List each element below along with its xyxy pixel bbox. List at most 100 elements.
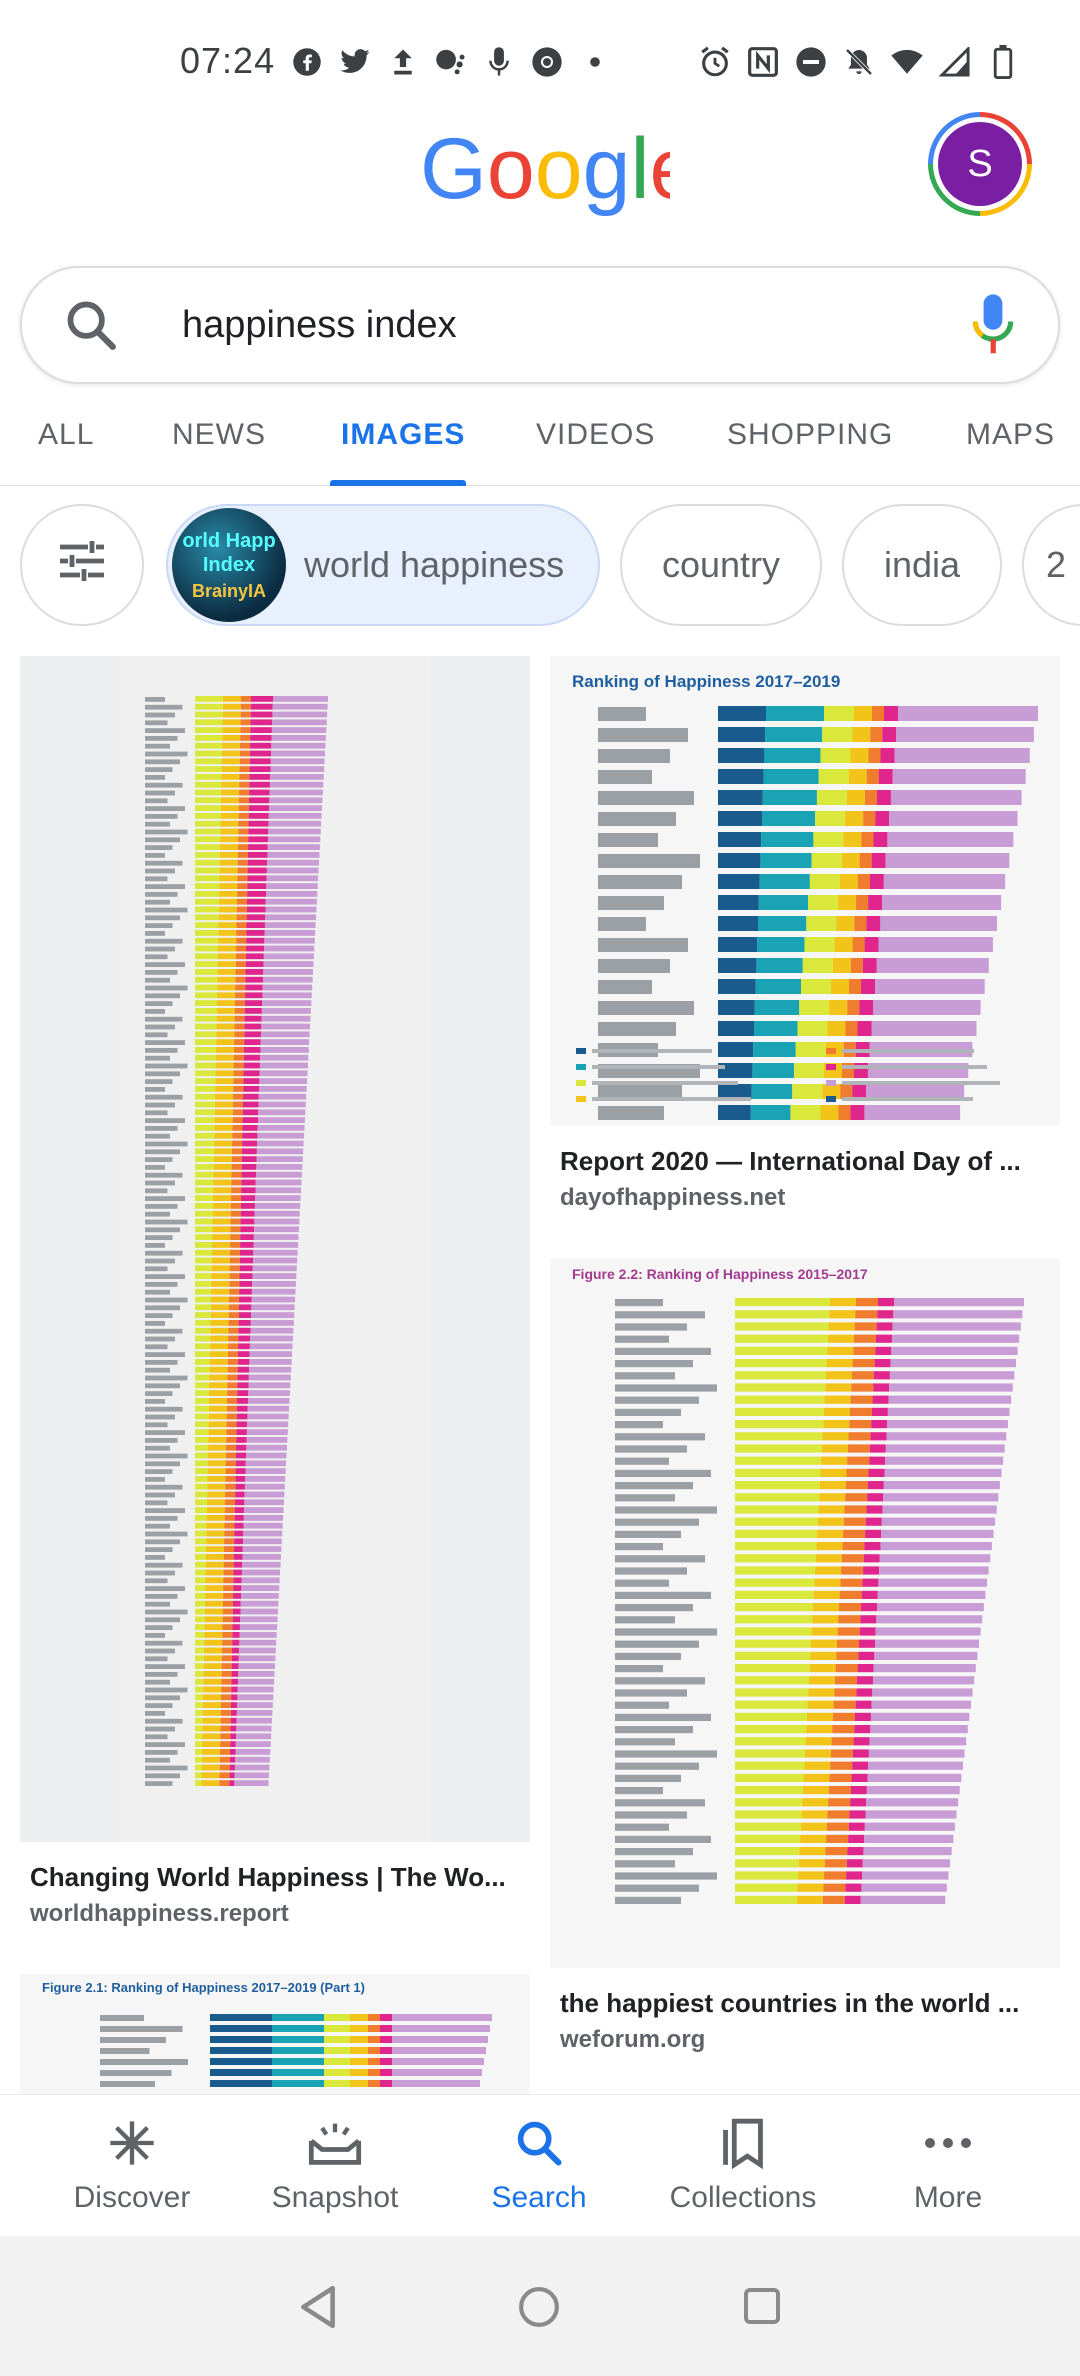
image-result-4[interactable]: Figure 2.1: Ranking of Happiness 2017–20… bbox=[20, 1974, 530, 2094]
search-icon bbox=[507, 2113, 571, 2173]
row-label bbox=[145, 1726, 175, 1732]
tab-shopping[interactable]: SHOPPING bbox=[727, 418, 894, 451]
bar-segment bbox=[227, 1351, 238, 1357]
back-icon[interactable] bbox=[296, 2284, 340, 2335]
bar-segment bbox=[195, 1296, 212, 1303]
bar-segment bbox=[735, 1651, 811, 1660]
result-source-3[interactable]: weforum.org bbox=[560, 2026, 706, 2053]
bar-segment bbox=[230, 1749, 236, 1755]
bar-segment bbox=[240, 1600, 279, 1607]
bar-segment bbox=[735, 1298, 830, 1307]
bar-segment bbox=[811, 1627, 838, 1636]
bar-segment bbox=[818, 1505, 845, 1514]
bar-segment bbox=[827, 1021, 846, 1036]
bar-segment bbox=[836, 1651, 859, 1660]
bar-segment bbox=[718, 1021, 754, 1036]
chip-india[interactable]: india bbox=[842, 504, 1002, 626]
row-label bbox=[615, 1896, 681, 1904]
chip-country[interactable]: country bbox=[620, 504, 822, 626]
filter-settings-button[interactable] bbox=[20, 504, 144, 626]
row-label bbox=[615, 1323, 687, 1331]
search-input[interactable]: happiness index bbox=[182, 304, 457, 346]
bar-segment bbox=[263, 961, 314, 967]
image-result-3[interactable]: Figure 2.2: Ranking of Happiness 2015–20… bbox=[550, 1258, 1060, 1968]
bar-segment bbox=[201, 1780, 220, 1786]
bar-segment bbox=[227, 1359, 238, 1365]
bar-segment bbox=[802, 1798, 829, 1807]
bar-segment bbox=[233, 1577, 242, 1584]
tab-news[interactable]: NEWS bbox=[172, 418, 266, 451]
bar-segment bbox=[243, 1054, 261, 1061]
tab-maps[interactable]: MAPS bbox=[966, 418, 1056, 451]
bar-segment bbox=[847, 1000, 860, 1015]
bar-segment bbox=[235, 969, 246, 975]
account-avatar-button[interactable]: S bbox=[928, 112, 1032, 216]
bar-segment bbox=[735, 1700, 808, 1709]
bar-segment bbox=[236, 1421, 248, 1428]
recents-icon[interactable] bbox=[742, 2286, 782, 2331]
bar-segment bbox=[223, 1577, 234, 1584]
bar-segment bbox=[255, 1187, 302, 1194]
tab-videos[interactable]: VIDEOS bbox=[536, 418, 656, 451]
chip-world-happiness[interactable]: orld Happ Index BrainyIA world happiness bbox=[166, 504, 600, 626]
nav-collections[interactable]: Collections bbox=[643, 2095, 843, 2235]
image-result-1[interactable] bbox=[20, 656, 530, 1842]
result-title-1[interactable]: Changing World Happiness | The Wo... bbox=[30, 1862, 506, 1892]
bar-segment bbox=[209, 1359, 228, 1365]
image-result-2[interactable]: Ranking of Happiness 2017–2019 bbox=[550, 656, 1060, 1126]
bar-segment bbox=[250, 711, 273, 718]
nav-more[interactable]: More bbox=[848, 2095, 1048, 2235]
bar-segment bbox=[231, 1694, 238, 1701]
bar-segment bbox=[232, 1600, 241, 1607]
bar-segment bbox=[252, 1273, 297, 1279]
bar-segment bbox=[195, 711, 223, 718]
bar-segment bbox=[819, 1493, 846, 1502]
bar-segment bbox=[236, 1725, 272, 1732]
bar-segment bbox=[195, 1023, 217, 1030]
bar-segment bbox=[853, 1346, 876, 1355]
bar-segment bbox=[246, 914, 266, 921]
tab-all[interactable]: ALL bbox=[38, 418, 95, 451]
bar-segment bbox=[237, 1351, 250, 1357]
bar-segment bbox=[866, 1786, 960, 1795]
voice-search-mic-icon[interactable] bbox=[968, 292, 1018, 363]
row-label bbox=[145, 1687, 188, 1693]
nav-snapshot[interactable]: Snapshot bbox=[235, 2095, 435, 2235]
bar-segment bbox=[195, 1117, 215, 1123]
result-source-2[interactable]: dayofhappiness.net bbox=[560, 1184, 786, 1211]
status-bar: 07:24 bbox=[0, 0, 1080, 120]
nav-label: Snapshot bbox=[271, 2181, 399, 2214]
row-label bbox=[598, 854, 700, 868]
home-icon[interactable] bbox=[518, 2286, 560, 2333]
bar-segment bbox=[867, 1481, 884, 1490]
result-title-3[interactable]: the happiest countries in the world ... bbox=[560, 1988, 1020, 2018]
tab-images[interactable]: IMAGES bbox=[341, 418, 466, 451]
bar-segment bbox=[237, 883, 248, 889]
bar-segment bbox=[237, 891, 248, 897]
row-label bbox=[598, 1085, 682, 1099]
bar-segment bbox=[271, 750, 326, 757]
nav-discover[interactable]: Discover bbox=[32, 2095, 232, 2235]
bar-segment bbox=[221, 774, 240, 780]
bar-segment bbox=[195, 1093, 216, 1100]
chip-partial[interactable]: 2 bbox=[1022, 504, 1080, 626]
bar-segment bbox=[195, 1655, 204, 1662]
result-source-1[interactable]: worldhappiness.report bbox=[30, 1900, 289, 1927]
bar-segment bbox=[215, 1070, 234, 1077]
bar-segment bbox=[813, 1590, 840, 1599]
search-bar[interactable]: happiness index bbox=[20, 266, 1060, 384]
bar-segment bbox=[875, 1334, 892, 1343]
bar-segment bbox=[195, 1265, 212, 1272]
result-title-2[interactable]: Report 2020 — International Day of ... bbox=[560, 1146, 1021, 1176]
bar-segment bbox=[828, 1322, 855, 1331]
bar-segment bbox=[244, 1507, 284, 1513]
bar-segment bbox=[238, 844, 249, 850]
bar-segment bbox=[718, 769, 764, 784]
bar-segment bbox=[210, 1327, 229, 1334]
legend-swatch bbox=[576, 1048, 586, 1054]
nav-search[interactable]: Search bbox=[439, 2095, 639, 2235]
row-label bbox=[145, 759, 180, 765]
bar-segment bbox=[247, 1405, 290, 1412]
bar-segment bbox=[234, 1764, 270, 1771]
bar-segment bbox=[251, 1288, 296, 1295]
